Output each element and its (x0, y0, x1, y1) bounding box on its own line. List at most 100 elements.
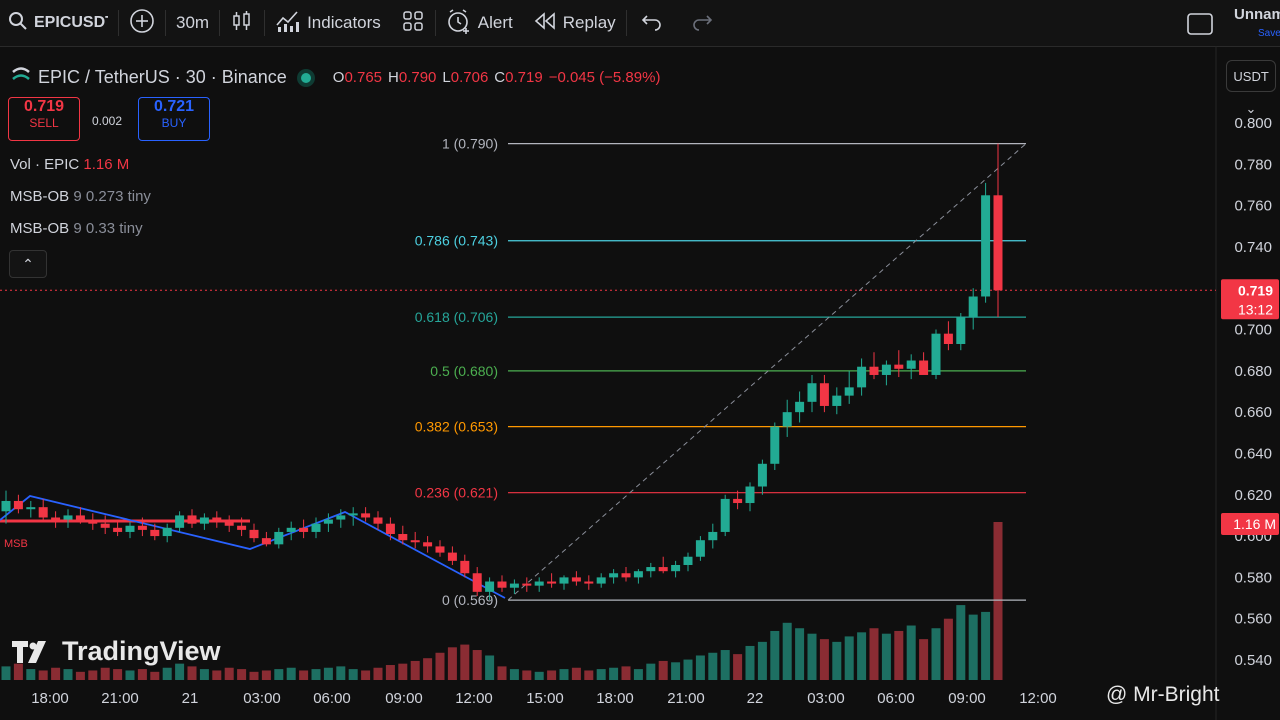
volume-bar (51, 667, 61, 680)
candle-body (857, 366, 867, 388)
price-tick-label: 0.620 (1234, 487, 1272, 504)
candle-body (113, 527, 123, 532)
price-tick-label: 0.680 (1234, 363, 1272, 380)
separator (434, 10, 436, 36)
volume-bar (819, 639, 829, 680)
volume-bar (447, 647, 457, 680)
last-price-label: 0.719 (1238, 282, 1273, 298)
fib-level-label: 1 (0.790) (442, 136, 498, 152)
volume-badge (1221, 513, 1279, 535)
volume-indicator-legend[interactable]: Vol · EPIC 1.16 M (10, 156, 129, 173)
chart-type-button[interactable] (220, 0, 264, 46)
volume-bar (571, 667, 581, 680)
symbol-search[interactable]: EPICUSDT (0, 0, 118, 46)
buy-button[interactable]: 0.721 BUY (138, 97, 210, 141)
volume-bar (807, 633, 817, 680)
volume-bar (162, 667, 172, 680)
candle-body (63, 515, 73, 520)
replay-label: Replay (562, 13, 616, 32)
redo-button[interactable] (677, 0, 727, 46)
redo-icon (691, 11, 713, 36)
volume-bar (968, 614, 978, 680)
fib-level-label: 0.786 (0.743) (415, 233, 498, 249)
candle-body (175, 515, 185, 528)
symbol-logo-icon (10, 64, 32, 91)
compare-button[interactable] (119, 0, 165, 46)
layouts-icon (401, 9, 425, 38)
volume-bar (1, 666, 11, 680)
undo-button[interactable] (627, 0, 677, 46)
candle-body (807, 383, 817, 402)
candle-body (26, 507, 36, 510)
symbol-title[interactable]: EPIC / TetherUS · 30 · Binance (38, 67, 287, 87)
candle-body (844, 387, 854, 396)
replay-button[interactable]: Replay (523, 0, 626, 46)
candle-body (497, 581, 507, 588)
candle-body (460, 560, 470, 574)
price-tick-label: 0.640 (1234, 445, 1272, 462)
fib-trendline (507, 143, 1027, 601)
price-tick-label: 0.700 (1234, 322, 1272, 339)
candle-body (348, 513, 358, 516)
msb-ob-indicator-legend[interactable]: MSB-OB 9 0.33 tiny (10, 220, 143, 237)
candle-body (559, 577, 569, 584)
candle-body (609, 573, 619, 578)
volume-bar (423, 658, 433, 680)
candle-body (931, 333, 941, 375)
sell-price: 0.719 (23, 98, 65, 115)
volume-bar (646, 663, 656, 680)
time-tick-label: 03:00 (807, 690, 845, 707)
volume-bar (894, 630, 904, 680)
candle-body (1, 500, 11, 512)
sell-button[interactable]: 0.719 SELL (8, 97, 80, 141)
chevron-down-icon: ⌄ (1245, 101, 1257, 116)
fullscreen-icon[interactable] (1186, 12, 1214, 41)
candle-body (509, 583, 519, 588)
candle-body (485, 581, 495, 592)
msb-ob-indicator-legend[interactable]: MSB-OB 9 0.273 tiny (10, 188, 151, 205)
ohlc-open: O0.765 (332, 69, 383, 86)
candle-body (981, 195, 991, 297)
volume-bar (398, 663, 408, 680)
candle-body (757, 463, 767, 487)
candle-body (658, 567, 668, 572)
candle-body (956, 317, 966, 344)
indicator-value: 1.16 M (83, 156, 130, 173)
interval-button[interactable]: 30m (166, 0, 219, 46)
volume-bar (671, 662, 681, 680)
volume-bar (956, 605, 966, 680)
candle-body (137, 525, 147, 530)
candle-body (237, 525, 247, 530)
search-icon (8, 11, 28, 36)
price-tick-label: 0.660 (1234, 404, 1272, 421)
currency-label: USDT (1233, 69, 1269, 84)
volume-bar (770, 630, 780, 680)
layouts-button[interactable] (391, 0, 435, 46)
collapse-legend-button[interactable]: ⌃ (9, 250, 47, 278)
currency-select[interactable]: USDT ⌄ (1226, 60, 1276, 116)
tradingview-logo: TradingView (12, 636, 221, 667)
volume-bar (249, 671, 259, 680)
candle-body (187, 515, 197, 524)
candle-body (671, 564, 681, 572)
price-tick-label: 0.800 (1234, 115, 1272, 132)
volume-bar (460, 644, 470, 680)
candle-body (38, 507, 48, 518)
volume-bar (857, 632, 867, 680)
candle-body (435, 546, 445, 553)
ohlc-values: O0.765 H0.790 L0.706 C0.719 −0.045 (−5.8… (333, 69, 661, 86)
candle-body (943, 333, 953, 344)
volume-bar (385, 665, 395, 680)
volume-bar (881, 633, 891, 680)
candle-body (286, 527, 296, 532)
alert-button[interactable]: Alert (436, 0, 523, 46)
volume-bar (695, 655, 705, 680)
candle-body (13, 500, 23, 510)
indicators-button[interactable]: Indicators (265, 0, 391, 46)
volume-bar (472, 650, 482, 680)
candle-countdown-label: 13:12 (1238, 301, 1273, 317)
buy-price: 0.721 (153, 98, 195, 115)
last-price-badge (1221, 279, 1279, 320)
layout-name[interactable]: Unnamed (1234, 6, 1280, 23)
